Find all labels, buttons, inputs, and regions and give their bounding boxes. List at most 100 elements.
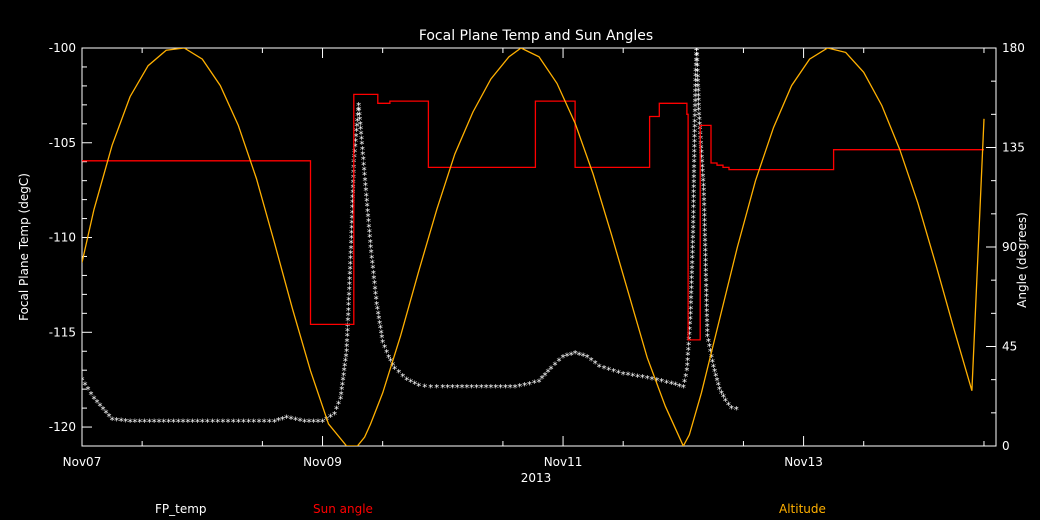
data-point: * — [700, 172, 705, 183]
data-point: * — [734, 405, 739, 416]
data-point: * — [692, 143, 697, 154]
data-point: * — [205, 417, 210, 428]
data-point: * — [690, 254, 695, 265]
data-point: * — [691, 198, 696, 209]
data-point: * — [696, 106, 701, 117]
data-point: * — [215, 417, 220, 428]
data-point: * — [356, 106, 361, 117]
data-point: * — [692, 148, 697, 159]
data-point: * — [348, 249, 353, 260]
data-point: * — [704, 292, 709, 303]
data-point: * — [408, 378, 413, 389]
data-point: * — [696, 87, 701, 98]
data-point: * — [694, 51, 699, 62]
data-point: * — [272, 417, 277, 428]
data-point: * — [694, 51, 699, 62]
data-point: * — [691, 188, 696, 199]
data-point: * — [702, 221, 707, 232]
legend-label-sun-angle: Sun angle — [313, 502, 373, 516]
data-point: * — [152, 417, 157, 428]
data-point: * — [348, 259, 353, 270]
data-point: * — [384, 348, 389, 359]
data-point: * — [721, 393, 726, 404]
data-point: * — [703, 257, 708, 268]
data-point: * — [692, 107, 697, 118]
data-point: * — [688, 315, 693, 326]
data-point: * — [345, 316, 350, 327]
data-point: * — [703, 241, 708, 252]
data-point: * — [677, 382, 682, 393]
data-point: * — [376, 314, 381, 325]
x-tick-label: Nov13 — [784, 455, 823, 469]
data-point: * — [625, 371, 630, 382]
data-point: * — [119, 416, 124, 427]
data-point: * — [697, 115, 702, 126]
data-point: * — [370, 259, 375, 270]
data-point: * — [589, 356, 594, 367]
data-point: * — [246, 417, 251, 428]
data-point: * — [696, 91, 701, 102]
data-point: * — [695, 67, 700, 78]
data-point: * — [701, 191, 706, 202]
data-point: * — [147, 417, 152, 428]
data-point: * — [396, 368, 401, 379]
data-point: * — [569, 350, 574, 361]
data-point: * — [682, 378, 687, 389]
data-point: * — [532, 379, 537, 390]
data-point: * — [380, 338, 385, 349]
data-point: * — [688, 309, 693, 320]
y-left-tick-label: -100 — [49, 41, 76, 55]
data-point: * — [606, 365, 611, 376]
data-point: * — [86, 385, 91, 396]
data-point: * — [345, 332, 350, 343]
data-point: * — [350, 208, 355, 219]
data-point: * — [684, 366, 689, 377]
data-point: * — [377, 319, 382, 330]
data-point: * — [723, 397, 728, 408]
data-point: * — [226, 417, 231, 428]
data-point: * — [339, 385, 344, 396]
data-point: * — [460, 383, 465, 394]
y-right-tick-label: 135 — [1002, 141, 1025, 155]
data-point: * — [669, 379, 674, 390]
data-point: * — [302, 417, 307, 428]
data-point: * — [512, 383, 517, 394]
data-point: * — [450, 383, 455, 394]
data-point: * — [543, 371, 548, 382]
data-point: * — [251, 417, 256, 428]
data-point: * — [256, 417, 261, 428]
data-point: * — [685, 361, 690, 372]
data-point: * — [704, 282, 709, 293]
data-point: * — [80, 376, 85, 387]
data-point: * — [236, 417, 241, 428]
data-point: * — [691, 178, 696, 189]
data-point: * — [581, 352, 586, 363]
data-point: * — [362, 165, 367, 176]
data-point: * — [176, 417, 181, 428]
data-point: * — [689, 289, 694, 300]
data-point: * — [673, 381, 678, 392]
data-point: * — [695, 62, 700, 73]
data-point: * — [367, 227, 372, 238]
data-point: * — [711, 362, 716, 373]
data-point: * — [695, 77, 700, 88]
data-point: * — [293, 415, 298, 426]
data-point: * — [694, 45, 699, 56]
data-point: * — [210, 417, 215, 428]
data-point: * — [379, 328, 384, 339]
data-point: * — [349, 223, 354, 234]
data-point: * — [712, 367, 717, 378]
data-point: * — [89, 390, 94, 401]
data-point: * — [469, 383, 474, 394]
data-point: * — [701, 181, 706, 192]
data-point: * — [699, 158, 704, 169]
data-point: * — [354, 122, 359, 133]
data-point: * — [324, 415, 329, 426]
data-point: * — [693, 71, 698, 82]
data-point: * — [345, 321, 350, 332]
data-point: * — [349, 218, 354, 229]
data-point: * — [341, 371, 346, 382]
data-point: * — [350, 198, 355, 209]
data-point: * — [703, 262, 708, 273]
